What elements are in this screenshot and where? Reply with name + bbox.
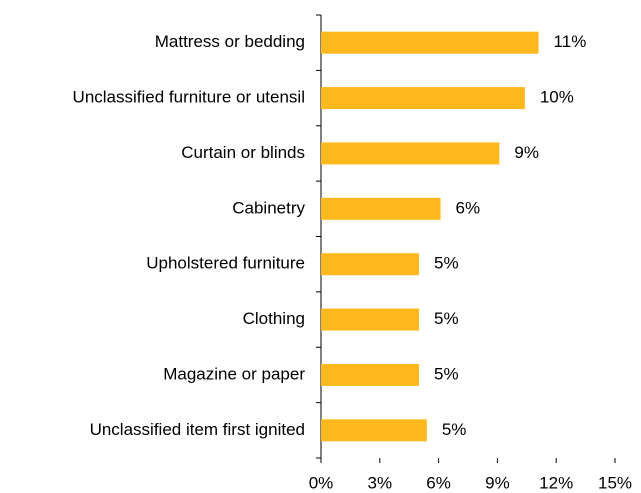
y-tick-label: Clothing — [243, 309, 305, 328]
value-label: 5% — [434, 364, 459, 383]
bar — [321, 142, 500, 165]
y-tick-label: Mattress or bedding — [155, 32, 305, 51]
x-tick-label: 12% — [539, 473, 573, 492]
bar — [321, 253, 419, 276]
y-tick-label: Magazine or paper — [163, 364, 305, 383]
x-tick-label: 15% — [598, 473, 632, 492]
y-tick-label: Unclassified furniture or utensil — [73, 88, 305, 107]
bar — [321, 308, 419, 331]
y-tick-label: Upholstered furniture — [146, 254, 305, 273]
y-tick-label: Cabinetry — [232, 198, 305, 217]
bar — [321, 197, 441, 220]
x-tick-label: 0% — [309, 473, 334, 492]
value-label: 6% — [456, 198, 481, 217]
value-label: 10% — [540, 88, 574, 107]
bar — [321, 363, 419, 386]
y-tick-label: Unclassified item first ignited — [90, 420, 305, 439]
y-tick-label: Curtain or blinds — [181, 143, 305, 162]
x-tick-label: 6% — [426, 473, 451, 492]
x-tick-label: 9% — [485, 473, 510, 492]
x-tick-label: 3% — [368, 473, 393, 492]
bar — [321, 87, 525, 110]
value-label: 9% — [514, 143, 539, 162]
bar — [321, 31, 539, 54]
value-label: 5% — [434, 309, 459, 328]
bar — [321, 419, 427, 442]
value-label: 5% — [434, 254, 459, 273]
value-label: 5% — [442, 420, 467, 439]
value-label: 11% — [554, 32, 587, 51]
